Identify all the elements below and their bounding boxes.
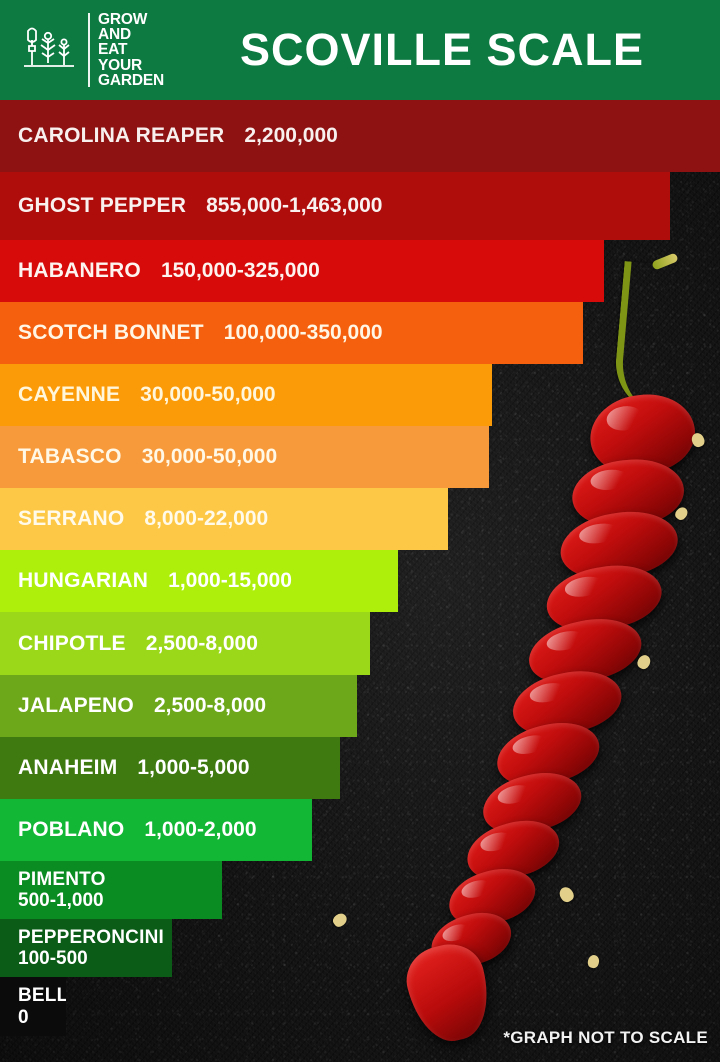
pepper-name: PEPPERONCINI (18, 926, 164, 948)
bar-row[interactable]: POBLANO 1,000-2,000 (0, 799, 312, 861)
graph-scale-disclaimer: *GRAPH NOT TO SCALE (503, 1028, 708, 1047)
scoville-value: 150,000-325,000 (160, 259, 320, 282)
pepper-name: TABASCO (18, 445, 122, 468)
logo-line-2: AND (98, 26, 131, 44)
bar-row[interactable]: PEPPERONCINI 100-500 (0, 919, 172, 977)
bar-row[interactable]: SERRANO 8,000-22,000 (0, 488, 448, 550)
title-container: SCOVILLE SCALE (192, 24, 720, 76)
pepper-name: BELL (18, 985, 66, 1007)
pepper-name: JALAPENO (18, 694, 134, 717)
scoville-value: 2,500-8,000 (145, 631, 258, 655)
pepper-name: PIMENTO (18, 868, 106, 890)
bar-row[interactable]: ANAHEIM 1,000-5,000 (0, 737, 340, 799)
scoville-value: 30,000-50,000 (141, 445, 278, 468)
logo-line-1: GROW (98, 11, 148, 29)
scoville-value: 100-500 (18, 948, 88, 969)
scoville-value: 1,000-5,000 (137, 756, 250, 779)
bar-row[interactable]: PIMENTO 500-1,000 (0, 861, 222, 919)
logo-line-3: EAT (98, 41, 128, 59)
logo-line-5: GARDEN (98, 71, 164, 89)
pepper-name: POBLANO (18, 818, 125, 841)
scoville-value: 2,500-8,000 (153, 694, 267, 717)
logo-line-4: YOUR (98, 56, 142, 74)
bar-row[interactable]: GHOST PEPPER 855,000-1,463,000 (0, 172, 670, 240)
trowel-and-plants-icon (18, 19, 80, 81)
pepper-name: HUNGARIAN (18, 569, 149, 592)
pepper-name: HABANERO (18, 259, 141, 282)
bar-row[interactable]: HUNGARIAN 1,000-15,000 (0, 550, 398, 612)
scoville-bar-chart: CAROLINA REAPER 2,200,000 GHOST PEPPER 855,… (0, 100, 720, 1036)
scoville-value: 0 (18, 1006, 29, 1028)
scoville-value: 1,000-2,000 (144, 818, 257, 841)
bar-row[interactable]: BELL 0 (0, 977, 66, 1036)
scoville-value: 1,000-15,000 (168, 569, 292, 592)
scoville-value: 100,000-350,000 (223, 321, 383, 344)
logo-wordmark: GROW AND EAT YOUR GARDEN (98, 11, 164, 89)
scoville-value: 855,000-1,463,000 (206, 194, 383, 217)
pepper-name: SERRANO (18, 507, 125, 530)
bar-row[interactable]: TABASCO 30,000-50,000 (0, 426, 489, 488)
pepper-name: CHIPOTLE (18, 631, 126, 655)
pepper-name: ANAHEIM (18, 756, 118, 779)
bar-row[interactable]: JALAPENO 2,500-8,000 (0, 675, 357, 737)
page-title: SCOVILLE SCALE (239, 24, 645, 75)
scoville-value: 2,200,000 (244, 124, 338, 147)
bar-row[interactable]: CAROLINA REAPER 2,200,000 (0, 100, 720, 172)
bar-row[interactable]: HABANERO 150,000-325,000 (0, 240, 604, 302)
pepper-name: CAROLINA REAPER (18, 124, 225, 147)
brand-logo[interactable]: GROW AND EAT YOUR GARDEN (0, 0, 192, 100)
scoville-value: 500-1,000 (18, 890, 104, 911)
scoville-value: 8,000-22,000 (144, 507, 269, 530)
pepper-name: GHOST PEPPER (18, 194, 187, 217)
scoville-value: 30,000-50,000 (140, 383, 276, 406)
bar-row[interactable]: SCOTCH BONNET 100,000-350,000 (0, 302, 583, 364)
bar-row[interactable]: CHIPOTLE 2,500-8,000 (0, 612, 370, 675)
header-bar: GROW AND EAT YOUR GARDEN SCOVILLE SCALE (0, 0, 720, 100)
pepper-name: SCOTCH BONNET (18, 321, 204, 344)
logo-divider (88, 13, 90, 87)
bar-row[interactable]: CAYENNE 30,000-50,000 (0, 364, 492, 426)
pepper-name: CAYENNE (18, 383, 121, 406)
